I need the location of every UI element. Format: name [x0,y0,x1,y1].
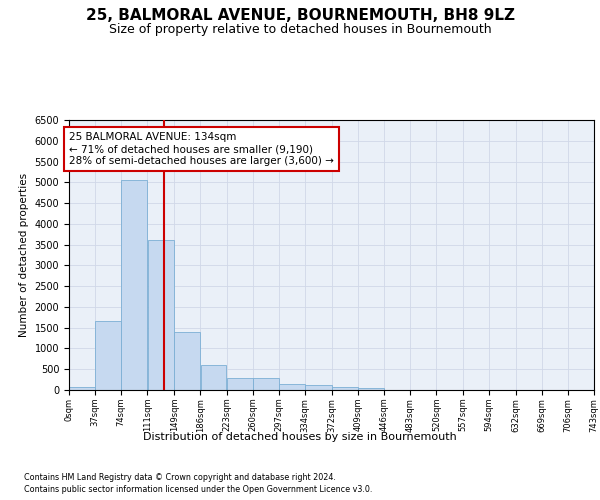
Bar [175,332,200,390]
Y-axis label: Number of detached properties: Number of detached properties [19,173,29,337]
Bar [148,240,174,390]
Bar [358,388,384,390]
Bar [69,387,95,390]
Bar [227,378,253,390]
Text: Distribution of detached houses by size in Bournemouth: Distribution of detached houses by size … [143,432,457,442]
Text: 25, BALMORAL AVENUE, BOURNEMOUTH, BH8 9LZ: 25, BALMORAL AVENUE, BOURNEMOUTH, BH8 9L… [86,8,515,22]
Bar [332,386,358,390]
Bar [121,180,148,390]
Bar [305,386,332,390]
Bar [253,378,279,390]
Bar [95,322,121,390]
Bar [200,365,226,390]
Text: Contains public sector information licensed under the Open Government Licence v3: Contains public sector information licen… [24,485,373,494]
Text: Size of property relative to detached houses in Bournemouth: Size of property relative to detached ho… [109,22,491,36]
Text: 25 BALMORAL AVENUE: 134sqm
← 71% of detached houses are smaller (9,190)
28% of s: 25 BALMORAL AVENUE: 134sqm ← 71% of deta… [70,132,334,166]
Text: Contains HM Land Registry data © Crown copyright and database right 2024.: Contains HM Land Registry data © Crown c… [24,472,336,482]
Bar [279,384,305,390]
